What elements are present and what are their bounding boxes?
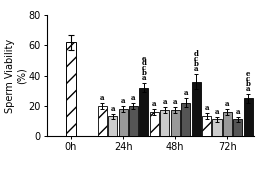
Text: a: a [121,97,125,105]
Text: e: e [246,70,250,78]
Bar [150,112,159,136]
Text: a: a [100,94,105,102]
Bar [119,109,128,136]
Bar [212,119,221,136]
Text: a: a [173,98,177,106]
Text: a: a [225,100,230,108]
Text: a: a [215,108,219,116]
Bar [191,82,200,136]
Bar [181,103,190,136]
Bar [160,110,169,136]
Bar [244,98,253,136]
Bar [171,110,180,136]
Bar [129,106,138,136]
Text: a: a [131,94,136,102]
Bar [223,112,232,136]
Text: b: b [141,69,146,77]
Bar [108,116,117,136]
Text: e: e [142,55,146,63]
Bar [98,106,107,136]
Text: a: a [183,89,188,97]
Text: c: c [246,75,250,83]
Text: b: b [194,60,198,68]
Text: d: d [194,50,198,58]
Text: a: a [194,65,198,73]
Text: b: b [246,80,251,88]
Bar [233,119,242,136]
Text: a: a [152,100,157,108]
Text: c: c [142,64,146,72]
Bar [66,42,76,136]
Text: a: a [142,74,146,82]
Y-axis label: Sperm Viability
(%): Sperm Viability (%) [5,39,27,113]
Text: c: c [194,55,198,63]
Bar [202,116,211,136]
Bar [139,88,148,136]
Text: a: a [110,105,115,113]
Text: a: a [235,108,240,116]
Text: d: d [141,59,146,67]
Text: a: a [163,98,167,106]
Text: a: a [246,84,250,93]
Text: a: a [204,104,209,112]
